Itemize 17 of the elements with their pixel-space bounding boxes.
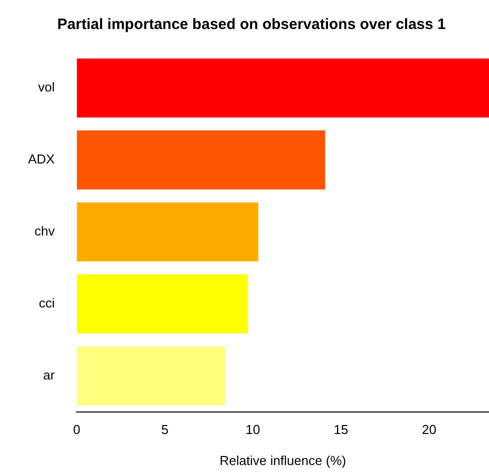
bar	[76, 130, 326, 190]
x-tick-label: 0	[73, 422, 80, 438]
x-tick-label: 5	[161, 422, 168, 438]
bar	[76, 346, 225, 406]
y-tick-label: ar	[43, 367, 56, 382]
bar	[76, 202, 258, 262]
y-tick-label: chv	[34, 223, 56, 238]
bar	[76, 274, 248, 334]
y-tick-label: vol	[38, 80, 55, 95]
x-tick-label: 10	[246, 422, 260, 438]
bar	[76, 58, 489, 118]
chart-title: Partial importance based on observations over class 1	[57, 16, 446, 34]
x-tick-label: 15	[334, 422, 348, 438]
x-axis-title: Relative influence (%)	[220, 452, 346, 468]
x-tick-label: 20	[422, 422, 436, 438]
y-tick-label: ADX	[28, 152, 56, 167]
y-tick-label: cci	[38, 295, 55, 310]
